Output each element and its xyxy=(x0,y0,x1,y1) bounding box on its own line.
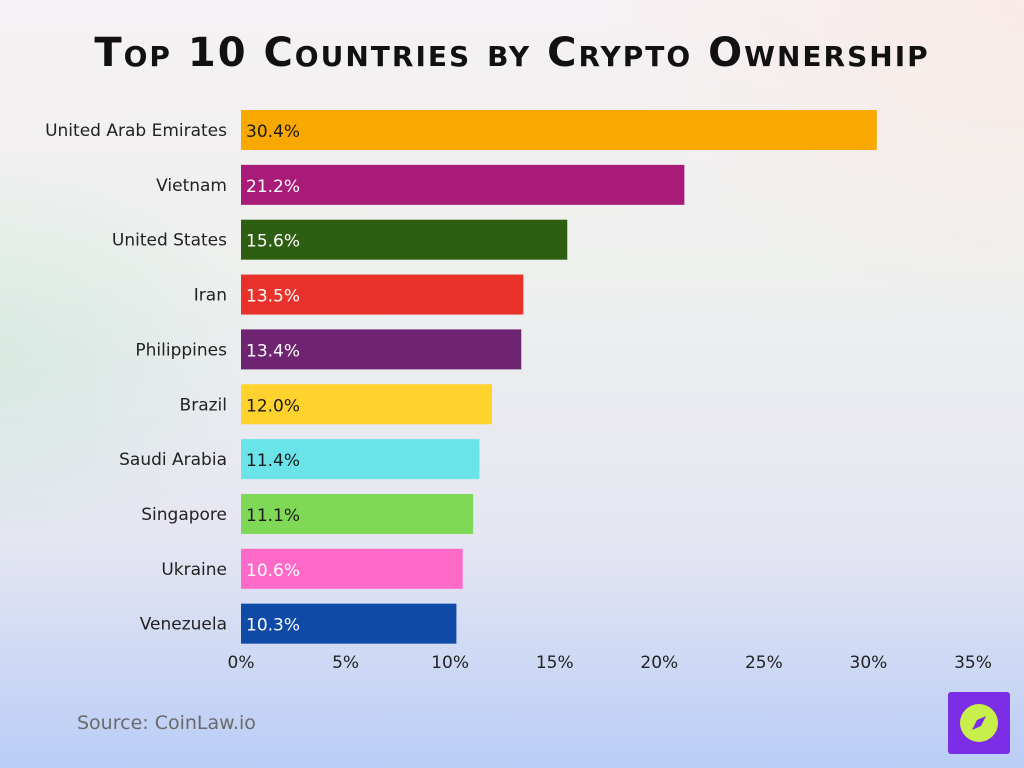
bar xyxy=(241,493,474,534)
bar xyxy=(241,164,685,205)
bar xyxy=(241,603,457,644)
data-label: 30.4% xyxy=(246,122,300,142)
bar xyxy=(241,110,877,150)
logo xyxy=(948,692,1010,754)
chart-title: Top 10 Countries by Crypto Ownership xyxy=(94,30,930,76)
data-label: 21.2% xyxy=(246,177,300,197)
bar xyxy=(241,384,492,425)
x-tick-label: 15% xyxy=(536,653,574,673)
bar xyxy=(241,548,463,589)
data-label: 12.0% xyxy=(246,396,300,416)
bar xyxy=(241,329,522,370)
category-label: United Arab Emirates xyxy=(45,121,227,141)
x-tick-label: 30% xyxy=(850,653,888,673)
category-label: Ukraine xyxy=(161,560,227,580)
data-label: 11.4% xyxy=(246,451,300,471)
data-label: 13.4% xyxy=(246,341,300,361)
compass-icon xyxy=(960,704,998,742)
category-label: Brazil xyxy=(180,395,227,415)
x-tick-label: 20% xyxy=(640,653,678,673)
bar xyxy=(241,439,480,480)
data-label: 10.6% xyxy=(246,561,300,581)
background-tint xyxy=(0,150,260,570)
data-label: 11.1% xyxy=(246,506,300,526)
category-label: Singapore xyxy=(141,505,227,525)
background-tint xyxy=(604,0,1024,320)
category-label: Saudi Arabia xyxy=(119,450,227,470)
data-label: 13.5% xyxy=(246,287,300,307)
x-tick-label: 10% xyxy=(431,653,469,673)
x-tick-label: 25% xyxy=(745,653,783,673)
x-tick-label: 0% xyxy=(228,653,255,673)
category-label: United States xyxy=(112,231,227,251)
x-tick-label: 5% xyxy=(332,653,359,673)
source-text: Source: CoinLaw.io xyxy=(77,712,256,734)
x-tick-label: 35% xyxy=(954,653,992,673)
bar xyxy=(241,274,524,315)
category-label: Vietnam xyxy=(156,176,227,196)
data-label: 15.6% xyxy=(246,232,300,252)
category-label: Philippines xyxy=(135,340,227,360)
bar xyxy=(241,219,568,260)
data-label: 10.3% xyxy=(246,616,300,636)
category-label: Iran xyxy=(194,286,227,306)
category-label: Venezuela xyxy=(140,615,227,635)
